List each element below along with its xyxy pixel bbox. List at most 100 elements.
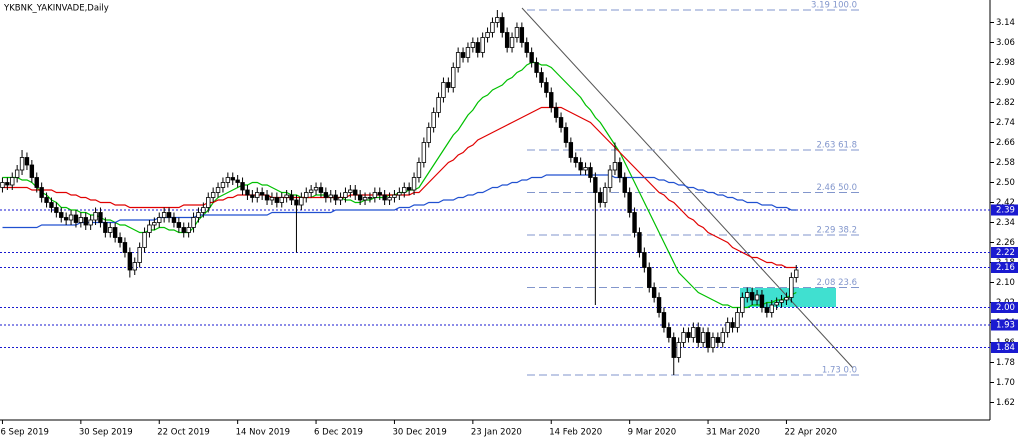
candle-body (191, 217, 196, 228)
candle-body (152, 222, 157, 226)
candle-body (206, 197, 211, 208)
x-tick-label: 22 Apr 2020 (784, 428, 837, 438)
candle-body (98, 212, 103, 223)
candle-body (176, 222, 182, 228)
candle-body (387, 197, 392, 201)
candle-body (730, 322, 735, 328)
candle-body (416, 162, 422, 178)
candle-body (24, 157, 30, 166)
candle-body (318, 187, 324, 193)
candle-body (323, 192, 329, 198)
y-tick-label: 1.62 (996, 398, 1015, 408)
candle-body (529, 52, 534, 63)
candle-body (367, 197, 373, 199)
candle-body (710, 337, 716, 348)
candle-body (112, 227, 118, 238)
candle-body (696, 327, 701, 343)
candle-body (705, 332, 711, 348)
fib-label: 2.08 23.6 (816, 278, 857, 288)
candle-body (103, 222, 108, 233)
candle-body (348, 189, 353, 193)
candle-body (240, 182, 245, 191)
candle-body (308, 189, 314, 193)
candle-body (784, 297, 789, 301)
candle-body (465, 47, 471, 58)
candle-body (495, 17, 500, 23)
y-tick-label: 2.26 (996, 238, 1015, 248)
candle-body (544, 82, 549, 93)
candle-body (578, 162, 583, 171)
candle-body (583, 167, 588, 171)
candle-body (63, 217, 69, 221)
candle-body (421, 142, 427, 163)
fib-label: 2.29 38.2 (816, 226, 857, 236)
x-tick-label: 6 Sep 2019 (0, 428, 48, 438)
y-tick-label: 2.98 (996, 58, 1015, 68)
fib-label: 2.46 50.0 (816, 183, 857, 193)
y-tick-label: 2.10 (996, 278, 1015, 288)
candle-body (294, 199, 299, 206)
candle-body (573, 157, 578, 163)
candle-body (666, 327, 672, 338)
candle-body (377, 192, 382, 196)
y-tick-label: 3.06 (996, 38, 1015, 48)
candle-body (68, 214, 74, 221)
candle-body (681, 332, 686, 343)
candle-body (161, 212, 167, 218)
candle-body (362, 197, 368, 201)
candle-body (549, 92, 554, 108)
candle-body (740, 297, 745, 313)
x-tick-label: 31 Mar 2020 (706, 428, 760, 438)
candle-body (279, 197, 284, 203)
candle-body (769, 304, 774, 313)
y-tick-label: 2.82 (996, 98, 1015, 108)
candle-body (5, 182, 10, 186)
candle-body (725, 322, 730, 333)
y-tick-label: 1.78 (996, 358, 1015, 368)
x-tick-label: 14 Nov 2019 (236, 428, 290, 438)
candle-body (651, 287, 657, 298)
candle-body (49, 202, 54, 208)
candle-body (304, 192, 309, 198)
level-label: 1.84 (996, 343, 1015, 353)
candle-body (735, 312, 740, 328)
candle-body (235, 179, 240, 183)
candle-body (593, 177, 598, 193)
fib-label: 2.63 61.8 (816, 141, 857, 151)
candle-body (612, 162, 618, 171)
chart-title: YKBNK_YAKINVADE,Daily (3, 4, 109, 14)
candle-body (627, 192, 632, 213)
candle-body (460, 52, 466, 58)
candle-body (539, 72, 544, 83)
candle-body (0, 182, 5, 188)
candle-body (749, 292, 755, 301)
candle-body (720, 332, 725, 343)
candle-body (39, 187, 44, 198)
candle-body (661, 312, 667, 328)
candle-body (656, 297, 662, 313)
candle-body (607, 169, 613, 188)
candle-body (779, 299, 784, 303)
y-tick-label: 2.58 (996, 158, 1015, 168)
candle-body (196, 212, 201, 218)
x-tick-label: 14 Feb 2020 (549, 428, 602, 438)
candle-body (127, 252, 133, 271)
candle-body (431, 112, 436, 128)
candle-body (402, 187, 407, 193)
candle-body (534, 62, 539, 73)
candle-body (392, 194, 397, 198)
candle-body (210, 192, 216, 198)
candle-body (519, 27, 525, 43)
candle-body (764, 307, 770, 313)
candle-body (259, 192, 265, 196)
level-label: 2.39 (996, 206, 1015, 216)
candle-body (759, 294, 765, 308)
candle-body (59, 212, 64, 218)
candle-body (504, 32, 510, 48)
candle-body (54, 207, 59, 213)
candle-body (353, 189, 358, 196)
level-label: 1.93 (996, 321, 1015, 331)
candle-body (147, 224, 152, 233)
candle-body (485, 32, 490, 38)
candle-body (181, 227, 186, 233)
